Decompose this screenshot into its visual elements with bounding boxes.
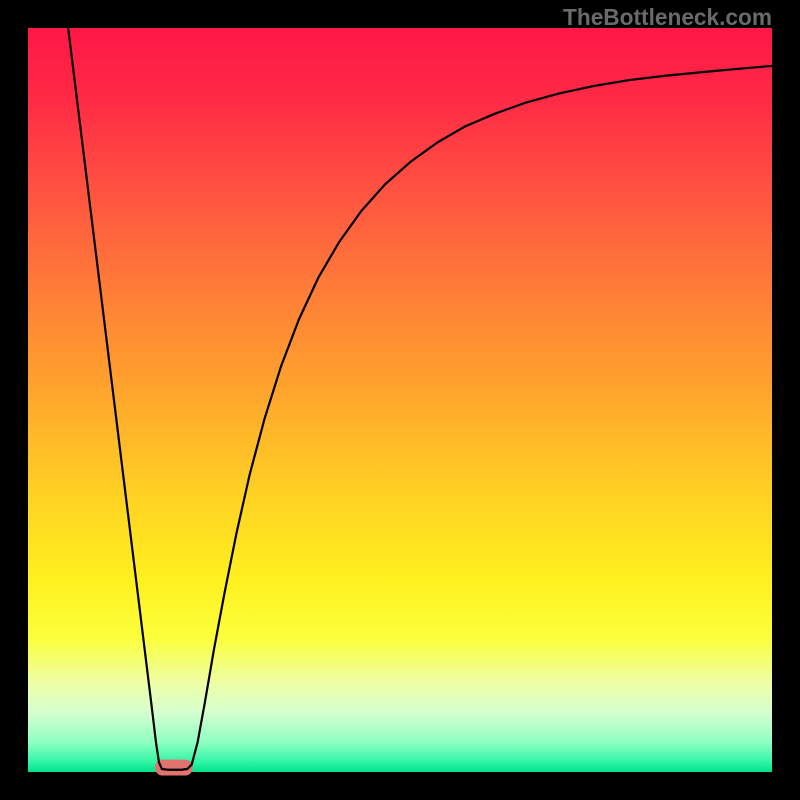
plot-area xyxy=(28,28,772,772)
chart-svg xyxy=(0,0,800,800)
watermark-text: TheBottleneck.com xyxy=(563,4,772,31)
bottleneck-curve xyxy=(68,28,772,770)
outer-background xyxy=(0,0,800,800)
vertex-marker xyxy=(155,760,193,776)
chart-container: TheBottleneck.com xyxy=(0,0,800,800)
